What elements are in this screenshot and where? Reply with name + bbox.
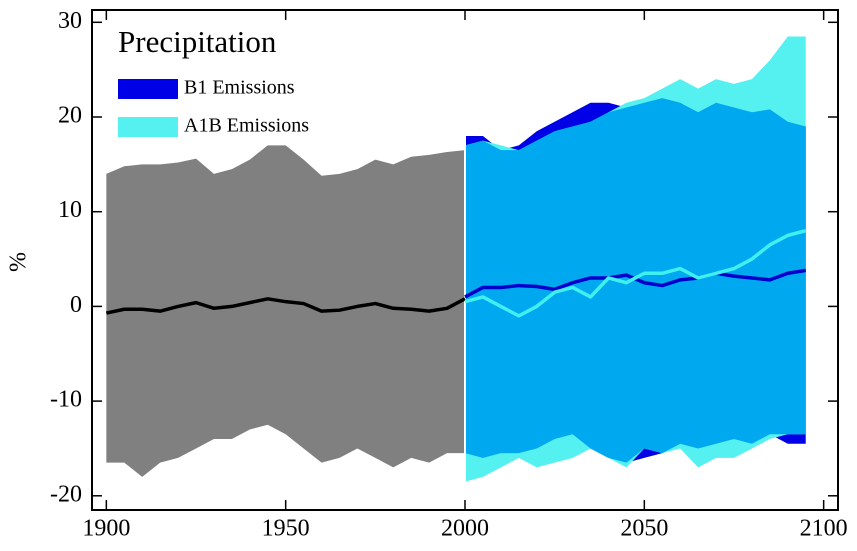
y-axis-label: % bbox=[6, 252, 32, 272]
y-tick-label: 10 bbox=[58, 197, 82, 223]
y-tick-label: 30 bbox=[58, 8, 82, 34]
mean-line bbox=[105, 297, 466, 315]
x-tick-label: 1900 bbox=[82, 516, 130, 542]
x-tick-label: 2000 bbox=[441, 516, 489, 542]
y-tick-label: 20 bbox=[58, 103, 82, 129]
x-tick-label: 2050 bbox=[620, 516, 668, 542]
x-tick-label: 1950 bbox=[262, 516, 310, 542]
legend-swatch bbox=[118, 117, 178, 137]
plot bbox=[91, 9, 839, 511]
chart-title: Precipitation bbox=[118, 24, 277, 59]
legend-swatch bbox=[118, 79, 178, 99]
y-tick-label: -10 bbox=[50, 387, 82, 413]
band bbox=[106, 145, 465, 477]
legend-label: B1 Emissions bbox=[184, 77, 295, 99]
y-tick-label: -20 bbox=[50, 481, 82, 507]
mean-line bbox=[464, 228, 807, 318]
x-tick-label: 2100 bbox=[800, 516, 848, 542]
y-tick-label: 0 bbox=[70, 292, 82, 318]
legend-label: A1B Emissions bbox=[184, 115, 309, 137]
